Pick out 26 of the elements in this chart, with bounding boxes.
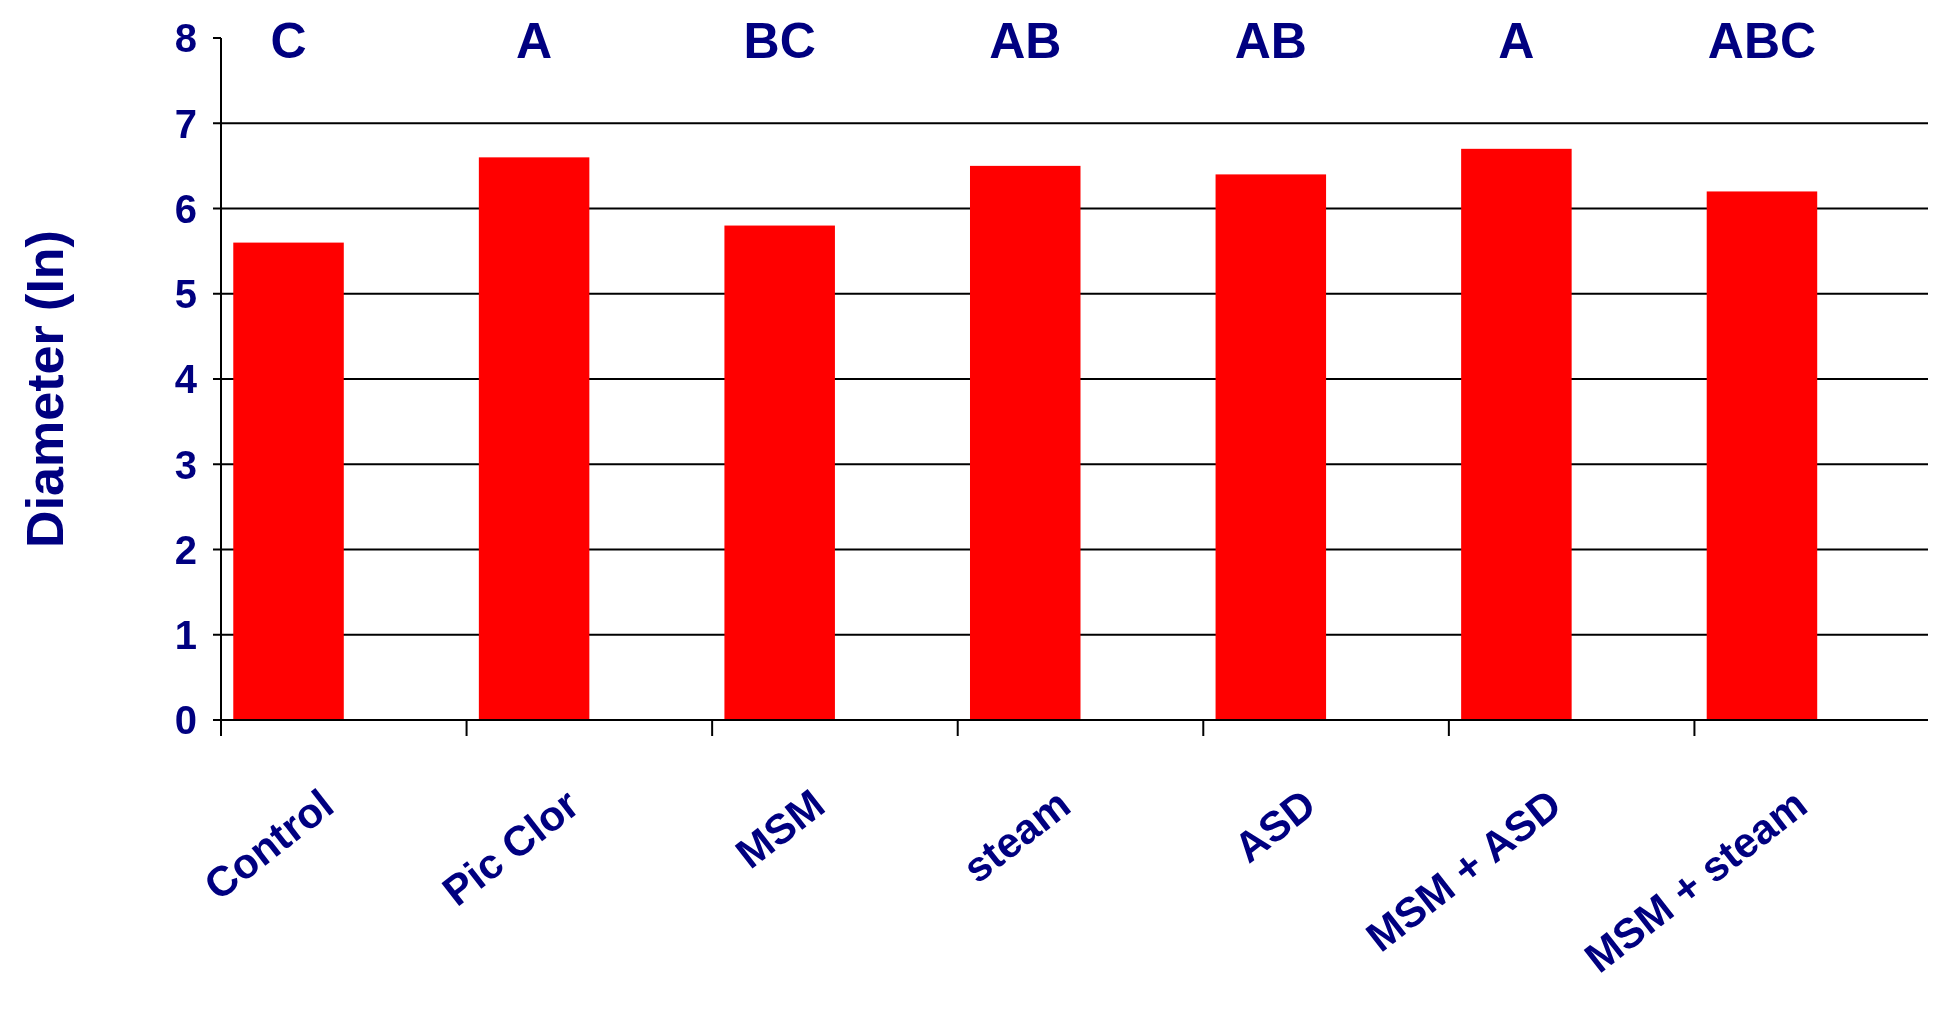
- y-tick-label: 4: [174, 357, 198, 402]
- annotation: A: [516, 13, 553, 69]
- y-tick-label: 6: [174, 186, 197, 231]
- annotation: AB: [1234, 13, 1307, 69]
- annotation: AB: [989, 13, 1062, 69]
- bar: [969, 165, 1081, 720]
- y-tick-label: 0: [174, 698, 197, 743]
- bar: [1461, 148, 1572, 720]
- annotation: ABC: [1707, 13, 1817, 69]
- bar: [1215, 174, 1327, 720]
- annotation: C: [270, 13, 307, 69]
- bar: [233, 242, 344, 720]
- bar: [1706, 191, 1818, 720]
- y-tick-label: 5: [174, 272, 197, 317]
- bar: [724, 225, 835, 720]
- y-tick-label: 2: [174, 527, 197, 572]
- x-tick-label: ASD: [1225, 780, 1325, 872]
- bar: [478, 157, 590, 720]
- annotation: A: [1498, 13, 1535, 69]
- y-tick-label: 8: [174, 16, 197, 61]
- y-axis-title: Diameter (In): [16, 230, 74, 548]
- x-tick-label: Pic Clor: [433, 780, 588, 915]
- y-tick-label: 7: [174, 101, 197, 146]
- y-tick-label: 1: [174, 613, 197, 658]
- annotation: BC: [743, 13, 816, 69]
- y-tick-label: 3: [174, 442, 197, 487]
